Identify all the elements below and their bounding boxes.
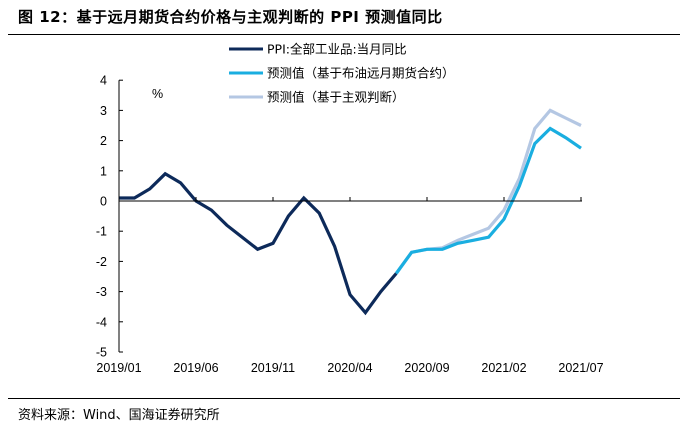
y-tick-label: 1 — [100, 164, 107, 178]
unit-label: % — [152, 87, 163, 101]
series-line-0 — [119, 171, 398, 316]
y-tick-label: 4 — [100, 74, 107, 88]
y-tick-label: -5 — [96, 346, 107, 360]
x-tick-label: 2020/04 — [327, 361, 372, 375]
top-rule — [8, 34, 680, 35]
x-tick-label: 2021/02 — [481, 361, 526, 375]
x-tick-label: 2021/07 — [558, 361, 603, 375]
x-tick-label: 2019/01 — [96, 361, 141, 375]
y-tick-label: -1 — [96, 225, 107, 239]
x-tick-label: 2019/06 — [173, 361, 218, 375]
y-tick-label: -2 — [96, 255, 107, 269]
y-tick-label: 0 — [100, 195, 107, 209]
series-line-1 — [394, 126, 582, 275]
bottom-rule — [8, 398, 680, 399]
y-tick-label: 2 — [100, 134, 107, 148]
legend-label: PPI:全部工业品:当月同比 — [267, 42, 407, 57]
legend-label: 预测值（基于主观判断） — [267, 90, 405, 105]
y-tick-label: 3 — [100, 104, 107, 118]
x-tick-label: 2020/09 — [404, 361, 449, 375]
source-note: 资料来源：Wind、国海证券研究所 — [18, 408, 220, 423]
y-tick-label: -4 — [96, 315, 107, 329]
legend-label: 预测值（基于布油远月期货合约） — [267, 66, 455, 81]
y-tick-label: -3 — [96, 285, 107, 299]
figure-title: 图 12：基于远月期货合约价格与主观判断的 PPI 预测值同比 — [18, 8, 443, 26]
series-layer — [119, 108, 582, 316]
x-tick-label: 2019/11 — [251, 361, 295, 375]
